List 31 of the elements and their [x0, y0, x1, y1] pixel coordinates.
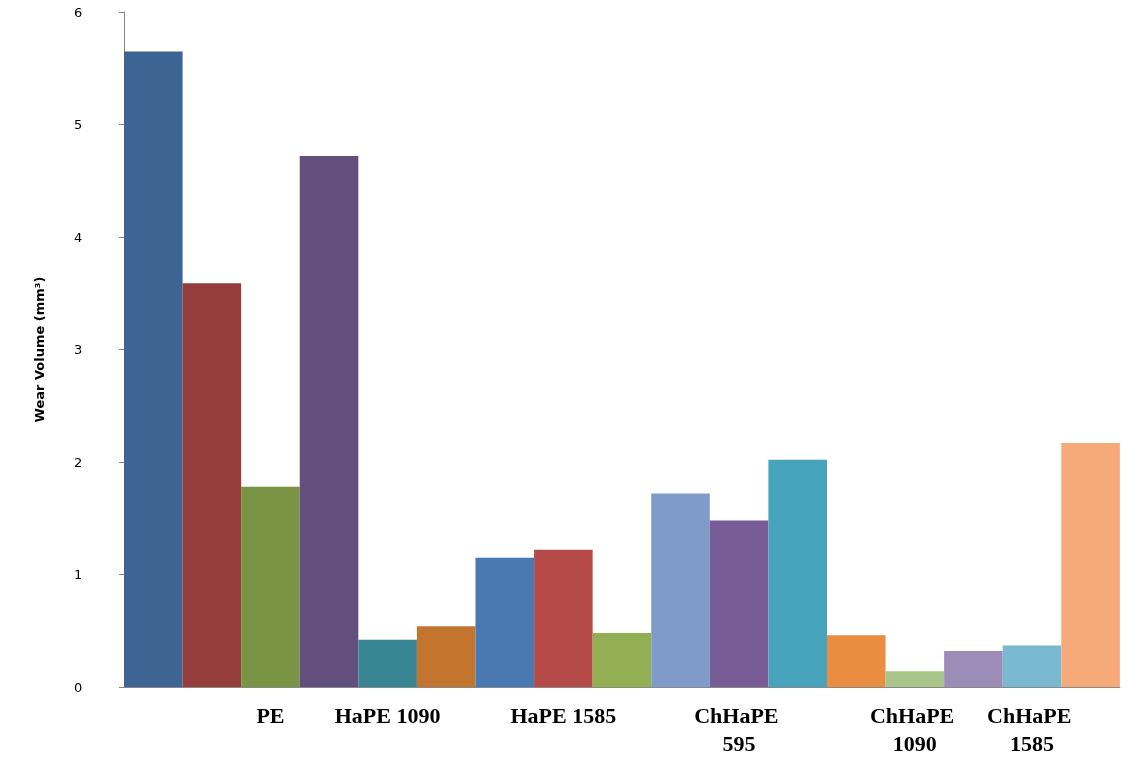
bar: [475, 557, 535, 687]
x-tick-label: HaPE 1585: [510, 702, 617, 728]
y-tick-label: 5: [74, 117, 83, 132]
bar: [651, 493, 710, 687]
y-tick-label: 6: [74, 4, 83, 20]
y-tick-label: 4: [74, 229, 83, 245]
bar: [944, 651, 1003, 687]
bar: [592, 633, 652, 687]
bar: [416, 626, 476, 687]
x-tick-label: HaPE 1090: [334, 702, 441, 728]
bar: [1002, 645, 1062, 687]
x-tick-label: PE: [256, 702, 285, 728]
bar: [299, 156, 359, 687]
x-tick-label: ChHaPE 595: [694, 702, 785, 756]
y-axis-title: Wear Volume (mm³): [32, 276, 47, 423]
bar: [768, 459, 827, 687]
x-tick-label: ChHaPE 1585: [987, 702, 1077, 756]
bar: [182, 283, 242, 687]
bar: [534, 549, 593, 687]
x-tick-label: ChHaPE 1090: [869, 702, 960, 756]
y-tick-label: 1: [74, 567, 83, 582]
bar: [885, 671, 945, 687]
y-tick-label: 0: [74, 679, 83, 695]
bar: [709, 520, 769, 687]
bar: [358, 639, 417, 687]
bar: [124, 51, 183, 687]
bar: [241, 486, 300, 687]
bar: [1061, 442, 1120, 687]
y-tick-label: 2: [74, 454, 83, 470]
y-tick-label: 3: [74, 342, 83, 357]
bar: [826, 635, 886, 687]
